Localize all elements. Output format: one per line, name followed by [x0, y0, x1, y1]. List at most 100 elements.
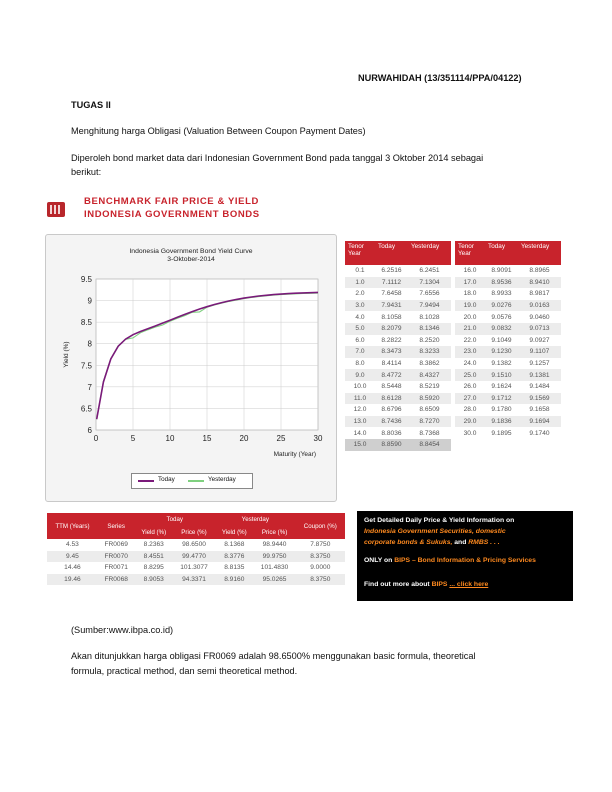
today-cell: 8.6128 — [375, 392, 408, 405]
y-tick-label: 6.5 — [81, 404, 93, 413]
coupon-cell: 8.3750 — [295, 550, 345, 562]
table-row: 19.0 9.0276 9.0163 — [455, 299, 561, 312]
banner-line-2: INDONESIA GOVERNMENT BONDS — [84, 209, 260, 220]
table-row: 24.0 9.1382 9.1257 — [455, 358, 561, 370]
table-row: 28.0 9.1780 9.1658 — [455, 404, 561, 416]
yesterday-cell: 8.8965 — [529, 267, 550, 275]
yesterday-cell: 8.7368 — [419, 429, 440, 437]
yesterday-cell: 8.1346 — [407, 322, 451, 335]
table-row: 8.0 8.4114 8.3862 — [345, 358, 451, 370]
yesterday-cell: 9.1740 — [529, 429, 550, 437]
ttm-cell: 14.46 — [64, 564, 81, 572]
yesterday-price-cell: 101.4830 — [260, 564, 289, 572]
today-cell: 8.4114 — [381, 360, 402, 368]
tenor-cell: 19.0 — [455, 299, 485, 312]
promo-line-3c: RMBS . . . — [468, 539, 500, 546]
chart-legend: Today Yesterday — [131, 473, 253, 489]
y-tick-label: 8.5 — [81, 318, 93, 327]
table-row: 16.0 8.9091 8.8965 — [455, 265, 561, 277]
ttm-cell: 19.46 — [47, 573, 98, 585]
y-tick-label: 6 — [88, 426, 93, 435]
yesterday-cell: 7.1304 — [407, 276, 451, 289]
conclusion-line-1: Akan ditunjukkan harga obligasi FR0069 a… — [71, 651, 476, 661]
legend-today-swatch — [138, 480, 154, 482]
table-row: 19.46 FR0068 8.9053 94.3371 8.9160 95.0265 8.3… — [47, 573, 345, 585]
tenor-table-left: Tenor Year Today Yesterday 0.1 6.2516 6.24… — [345, 241, 451, 451]
today-cell: 8.2079 — [375, 322, 408, 335]
y-axis-label: Yield (%) — [63, 341, 70, 367]
tenor-cell: 23.0 — [455, 346, 485, 358]
yesterday-cell: 8.5219 — [419, 383, 440, 391]
promo-click-here-link[interactable]: ... click here — [449, 581, 489, 588]
today-cell: 7.6458 — [381, 290, 402, 298]
bond-today-header: Today — [134, 513, 216, 526]
yesterday-header: Yesterday — [517, 241, 561, 265]
x-tick-label: 10 — [166, 434, 175, 443]
legend-yesterday-label: Yesterday — [208, 476, 236, 483]
today-cell: 8.4772 — [375, 369, 408, 381]
today-cell: 9.0276 — [485, 299, 518, 312]
today-cell: 8.2822 — [381, 336, 402, 344]
chart-subtitle: 3-Oktober-2014 — [167, 256, 215, 263]
yesterday-price-cell: 99.9750 — [253, 550, 296, 562]
ttm-cell: 9.45 — [47, 550, 98, 562]
x-tick-label: 25 — [277, 434, 286, 443]
coupon-cell: 9.0000 — [310, 564, 331, 572]
today-cell: 7.1112 — [375, 276, 408, 289]
table-row: 23.0 9.1230 9.1107 — [455, 346, 561, 358]
series-cell: FR0070 — [97, 550, 135, 562]
y-tick-label: 8 — [88, 340, 93, 349]
yesterday-cell: 8.7270 — [407, 415, 451, 428]
yesterday-cell: 8.6509 — [419, 406, 440, 414]
bips-promo-banner[interactable]: Get Detailed Daily Price & Yield Informa… — [357, 511, 573, 601]
yesterday-cell: 8.9817 — [529, 290, 550, 298]
x-axis-label: Maturity (Year) — [274, 451, 316, 458]
yesterday-cell: 9.1658 — [529, 406, 550, 414]
bond-benchmark-table: TTM (Years) Series Today Yesterday Coupo… — [47, 513, 345, 585]
promo-line-4a: ONLY on — [364, 557, 393, 564]
tenor-cell: 10.0 — [353, 383, 367, 391]
x-tick-label: 0 — [94, 434, 99, 443]
yesterday-cell: 8.3233 — [407, 346, 451, 358]
table-row: 17.0 8.9536 8.9410 — [455, 276, 561, 289]
tenor-cell: 4.0 — [355, 313, 365, 321]
tenor-cell: 8.0 — [355, 360, 365, 368]
table-row: 3.0 7.9431 7.9494 — [345, 299, 451, 312]
yesterday-cell: 8.5920 — [407, 392, 451, 405]
series-cell: FR0069 — [104, 541, 128, 549]
yesterday-cell: 9.1107 — [517, 346, 561, 358]
coupon-cell: 8.3750 — [295, 573, 345, 585]
tenor-cell: 27.0 — [455, 392, 485, 405]
table-row: 18.0 8.9933 8.9817 — [455, 288, 561, 300]
promo-line-5b: BIPS — [431, 581, 448, 588]
x-tick-label: 15 — [203, 434, 212, 443]
yesterday-yield-cell: 8.9160 — [215, 573, 254, 585]
yesterday-yield-cell: 8.1368 — [224, 541, 245, 549]
series-header: Series — [97, 513, 135, 539]
table-row: 20.0 9.0576 9.0460 — [455, 311, 561, 323]
series-cell: FR0068 — [97, 573, 135, 585]
today-cell: 6.2516 — [381, 267, 402, 275]
today-price-cell: 94.3371 — [173, 573, 216, 585]
promo-line-4b: BIPS — [394, 557, 411, 564]
tenor-cell: 16.0 — [463, 267, 477, 275]
source-citation: (Sumber:www.ibpa.co.id) — [71, 625, 174, 635]
today-price-cell: 101.3077 — [180, 564, 208, 572]
today-cell: 9.1780 — [491, 406, 512, 414]
table-row: 5.0 8.2079 8.1346 — [345, 322, 451, 335]
topic-line: Menghitung harga Obligasi (Valuation Bet… — [71, 126, 366, 136]
assignment-title: TUGAS II — [71, 100, 111, 110]
table-row: 21.0 9.0832 9.0713 — [455, 322, 561, 335]
table-row: 7.0 8.3473 8.3233 — [345, 346, 451, 358]
today-yield-cell: 8.9053 — [134, 573, 173, 585]
tenor-cell: 14.0 — [353, 429, 367, 437]
promo-line-2: Indonesia Government Securities, domesti… — [364, 528, 506, 535]
y-tick-label: 9.5 — [81, 275, 93, 284]
today-price-cell: 99.4770 — [173, 550, 216, 562]
today-cell: 8.8036 — [381, 429, 402, 437]
today-cell: 9.0832 — [485, 322, 518, 335]
today-cell: 8.7436 — [375, 415, 408, 428]
table-row: 15.0 8.8590 8.8454 — [345, 438, 451, 451]
today-cell: 9.1895 — [491, 429, 512, 437]
yesterday-cell: 9.0163 — [517, 299, 561, 312]
